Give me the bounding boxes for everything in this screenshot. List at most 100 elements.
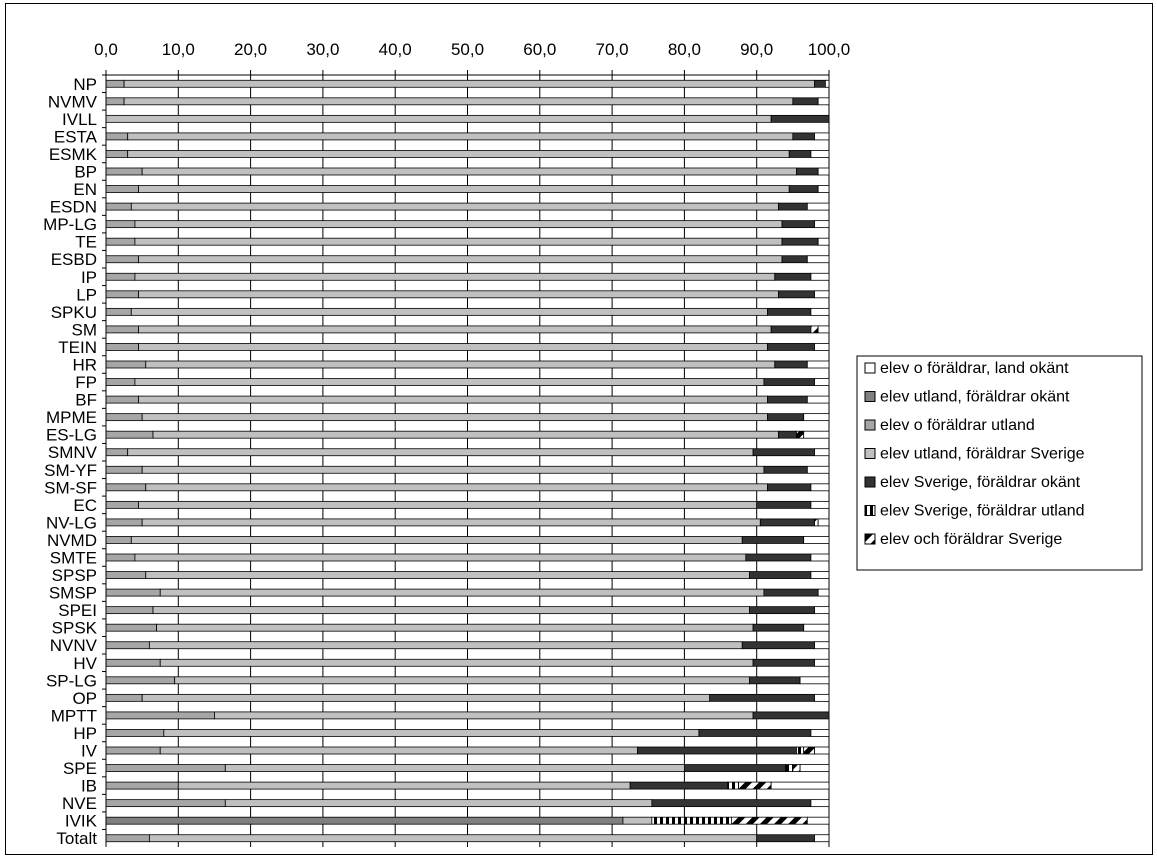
bar-segment: [817, 325, 830, 334]
x-tick-label: 40,0: [379, 40, 412, 59]
bar-segment: [105, 483, 147, 492]
category-label: SPEI: [58, 601, 97, 620]
legend: elev o föräldrar, land okänt elev utland,…: [856, 355, 1143, 571]
bar-segment: [105, 676, 176, 685]
bar-segment: [145, 483, 768, 492]
bar-segment: [622, 816, 653, 825]
bar-segment: [767, 307, 812, 316]
bar-segment: [777, 202, 808, 211]
legend-label: elev Sverige, föräldrar okänt: [880, 474, 1081, 491]
bar-segment: [745, 553, 812, 562]
bar-segment: [741, 641, 815, 650]
bar-segment: [767, 413, 805, 422]
bar-segment: [105, 202, 132, 211]
bar-segment: [767, 483, 812, 492]
x-tick-label: 90,0: [740, 40, 773, 59]
bar-segment: [152, 606, 750, 615]
bar-segment: [105, 79, 125, 88]
bar-segment: [130, 536, 743, 544]
category-label: HV: [73, 654, 97, 673]
bar-segment: [141, 167, 797, 176]
bar-segment: [105, 448, 129, 457]
bar-segment: [134, 237, 783, 246]
bar-segment: [127, 448, 754, 457]
category-label: SMNV: [48, 443, 98, 462]
category-label: LP: [76, 285, 97, 304]
category-label: TEIN: [58, 338, 97, 357]
bar-segment: [803, 746, 815, 755]
legend-box: [856, 355, 1143, 571]
bar-segment: [105, 465, 143, 474]
bar-segment: [123, 79, 815, 88]
bar-segment: [727, 781, 740, 790]
bar-segment: [810, 553, 830, 562]
category-label: NV-LG: [46, 513, 97, 532]
bar-segment: [105, 553, 136, 562]
bar-segment: [774, 360, 808, 369]
category-label: IVIK: [65, 812, 98, 831]
bar-segment: [105, 430, 154, 439]
category-label: ESTA: [54, 127, 98, 146]
bar-segment: [105, 799, 226, 808]
bar-segment: [130, 202, 779, 211]
chart-frame: [5, 3, 1153, 855]
category-label: SMSP: [49, 584, 97, 603]
bar-segment: [814, 641, 830, 650]
category-label: IP: [81, 268, 97, 287]
bar-segment: [814, 518, 819, 527]
bar-segment: [130, 307, 768, 316]
bar-segment: [105, 413, 143, 422]
bar-segment: [152, 430, 779, 439]
bar-segment: [651, 816, 732, 825]
category-label: EN: [73, 180, 97, 199]
bar-segment: [788, 185, 819, 193]
category-label: IV: [81, 742, 98, 761]
category-label: ESBD: [51, 250, 97, 269]
bar-segment: [141, 518, 761, 527]
bar-segment: [159, 588, 765, 597]
bar-segment: [123, 97, 794, 106]
bar-segment: [792, 764, 801, 772]
legend-label: elev o föräldrar utland: [880, 417, 1035, 434]
bar-segment: [803, 536, 830, 544]
legend-label: elev utland, föräldrar Sverige: [880, 446, 1085, 463]
bar-segment: [684, 764, 787, 772]
bar-segment: [792, 132, 815, 141]
bar-segment: [781, 237, 819, 246]
bar-segment: [105, 500, 139, 509]
bar-segment: [767, 343, 815, 351]
bar-segment: [806, 360, 830, 369]
bar-segment: [770, 114, 830, 123]
bar-segment: [105, 185, 139, 193]
bar-segment: [752, 658, 815, 667]
bar-segment: [806, 202, 830, 211]
bar-segment: [796, 430, 805, 439]
bar-segment: [799, 676, 830, 685]
bar-segment: [814, 448, 830, 457]
bar-segment: [781, 255, 808, 264]
bar-segment: [105, 623, 158, 632]
bar-segment: [105, 272, 136, 281]
bar-segment: [138, 185, 790, 193]
bar-segment: [763, 378, 815, 386]
bar-segment: [824, 79, 830, 88]
legend-swatch: [864, 505, 876, 516]
bar-segment: [763, 465, 808, 474]
bar-segment: [814, 606, 830, 615]
legend-swatch: [864, 391, 876, 402]
bar-segment: [817, 237, 830, 246]
category-label: MPME: [46, 408, 97, 427]
bar-segment: [806, 395, 830, 404]
category-label: SP-LG: [46, 671, 97, 690]
category-label: SPSP: [52, 566, 97, 585]
bar-segment: [774, 272, 812, 281]
legend-swatch: [864, 362, 876, 374]
category-label: SPE: [63, 759, 97, 778]
bar-segment: [105, 764, 226, 772]
bar-segment: [698, 729, 812, 737]
bar-segment: [770, 781, 830, 790]
x-tick-label: 60,0: [523, 40, 556, 59]
category-label: NVMV: [48, 92, 98, 111]
bar-segment: [770, 325, 812, 334]
bar-segment: [156, 623, 754, 632]
